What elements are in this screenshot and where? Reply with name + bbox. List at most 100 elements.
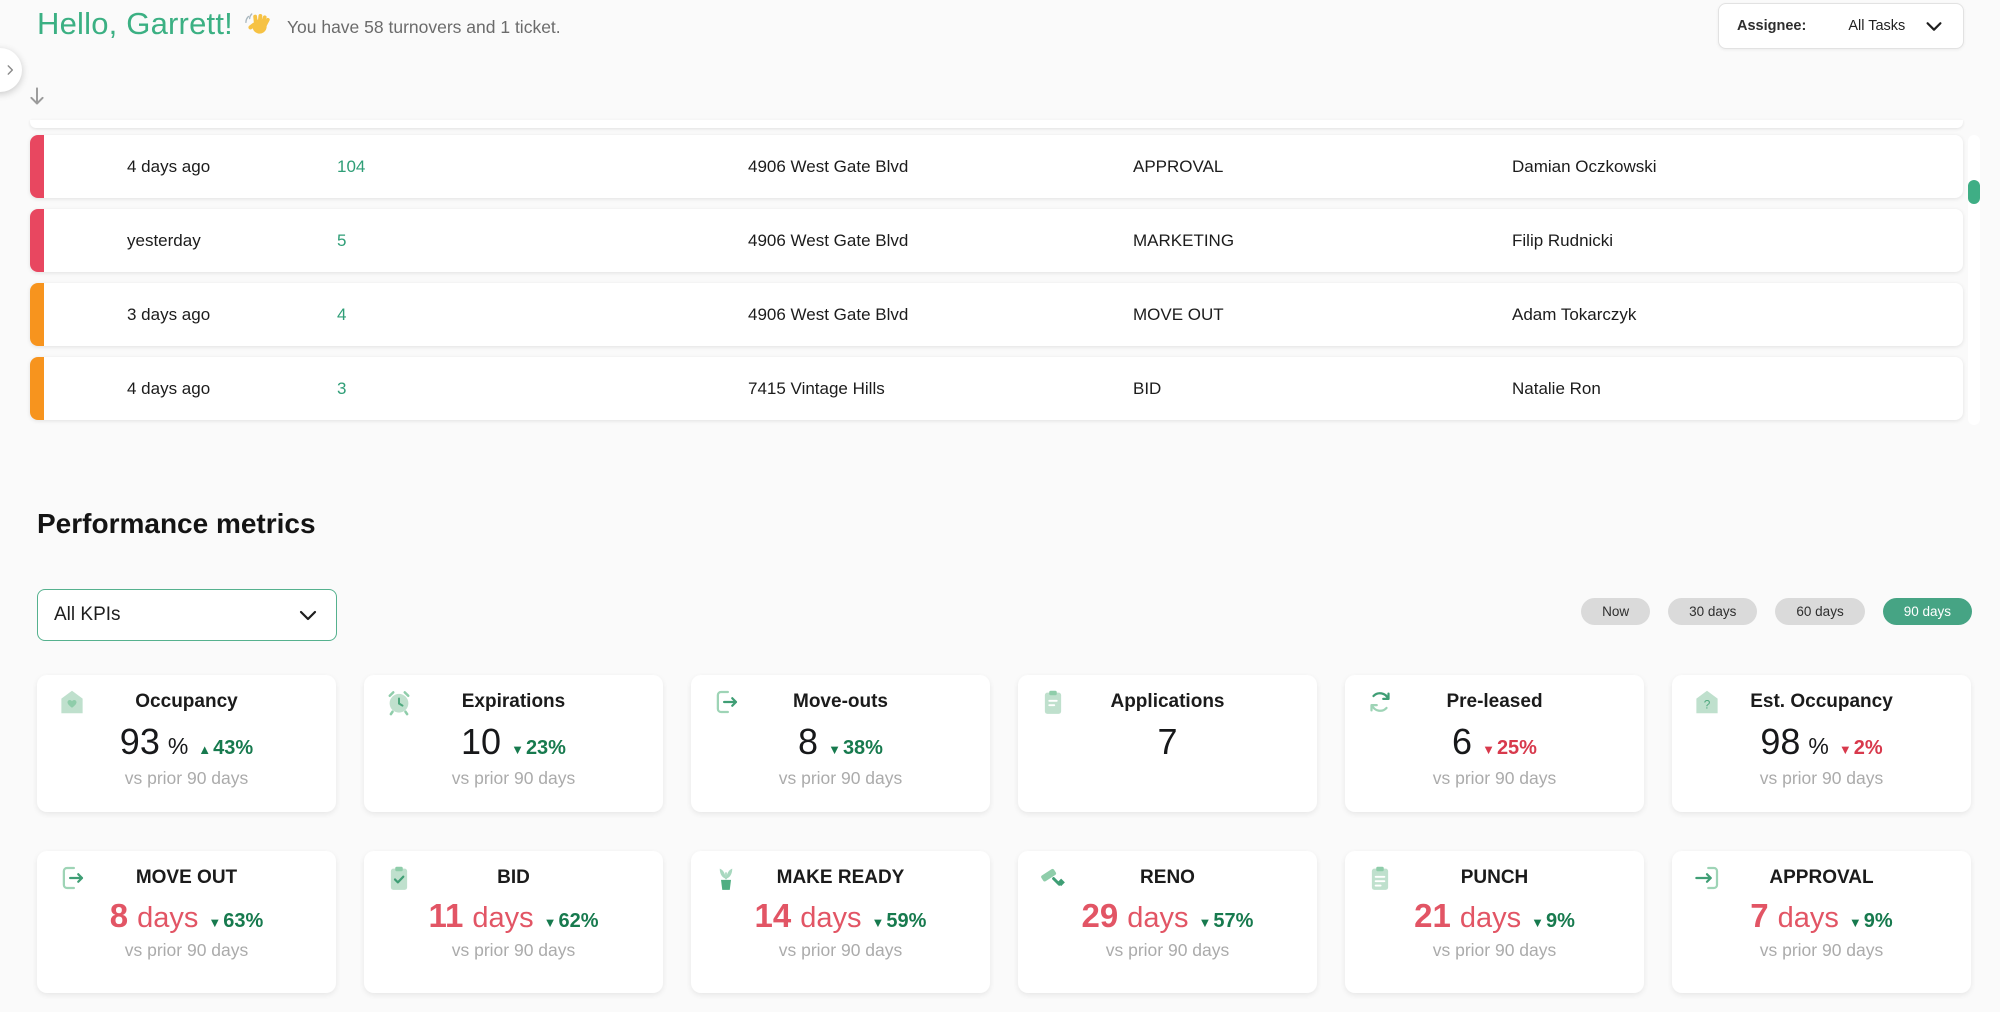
stage-card-grid: MOVE OUT 8 days ▼ 63% vs prior 90 days BI… (37, 851, 1971, 993)
delta-value: 62% (558, 910, 599, 932)
kpi-card-occupancy: Occupancy 93 % ▲ 43% vs prior 90 days (37, 675, 336, 812)
delta-triangle-icon: ▼ (1848, 915, 1862, 930)
stage-value: 11 (428, 897, 464, 934)
kpi-card-est-occupancy: ? Est. Occupancy 98 % ▼ 2% vs prior 90 da… (1672, 675, 1971, 812)
task-row[interactable]: 3 days ago 4 4906 West Gate Blvd MOVE OU… (30, 283, 1963, 346)
stage-value-row: 8 days ▼ 63% (110, 897, 264, 935)
task-row[interactable]: 4 days ago 3 7415 Vintage Hills BID Nata… (30, 357, 1963, 420)
pre-leased-renew-arrows-icon (1370, 692, 1390, 712)
kpi-value-row: 6 ▼ 25% (1452, 721, 1537, 763)
scroll-down-arrow-icon[interactable] (24, 84, 50, 115)
waving-hand-icon (245, 13, 270, 34)
assignee-label: Assignee: (1737, 18, 1807, 34)
stage-card-title: MOVE OUT (135, 867, 238, 888)
range-pill-60-days[interactable]: 60 days (1775, 598, 1865, 625)
task-address: 4906 West Gate Blvd (748, 304, 909, 324)
kpi-filter-value: All KPIs (54, 604, 121, 625)
kpi-value-row: 93 % ▲ 43% (120, 721, 253, 763)
kpi-filter-select[interactable]: All KPIs (37, 589, 337, 641)
kpi-compare-label: vs prior 90 days (124, 768, 249, 788)
task-age: 3 days ago (127, 304, 211, 324)
greeting-row: Hello, Garrett! You have 58 turnovers an… (37, 6, 561, 42)
stage-card-title: APPROVAL (1769, 867, 1874, 888)
kpi-card-title: Applications (1110, 691, 1225, 712)
task-age: 4 days ago (127, 378, 211, 398)
kpi-value: 7 (1157, 721, 1178, 762)
stage-unit: days (1459, 902, 1522, 934)
range-pill-90-days[interactable]: 90 days (1882, 598, 1972, 625)
punch-clipboard-list-icon (1371, 866, 1389, 890)
kpi-value: 93 (119, 721, 160, 762)
stage-value: 8 (109, 897, 129, 934)
range-pill-30-days[interactable]: 30 days (1668, 598, 1758, 625)
task-unit-number[interactable]: 3 (337, 378, 347, 398)
stage-value-row: 21 days ▼ 9% (1414, 897, 1575, 935)
kpi-value: 8 (798, 721, 819, 762)
drawer-toggle-button[interactable] (0, 48, 22, 92)
stage-card-bid: BID 11 days ▼ 62% vs prior 90 days (364, 851, 663, 993)
task-age: 4 days ago (127, 156, 211, 176)
scrollbar-thumb[interactable] (1968, 180, 1980, 204)
kpi-compare-label: vs prior 90 days (778, 768, 903, 788)
task-age: yesterday (127, 230, 201, 250)
delta-value: 43% (213, 737, 254, 759)
task-stage: MARKETING (1133, 230, 1235, 250)
stage-compare-label: vs prior 90 days (1432, 940, 1557, 960)
chevron-right-icon (7, 65, 14, 75)
stage-card-title: MAKE READY (776, 867, 905, 888)
stage-delta: ▼ 9% (1849, 910, 1893, 933)
task-unit-number[interactable]: 4 (337, 304, 347, 324)
task-row[interactable]: yesterday 5 4906 West Gate Blvd MARKETIN… (30, 209, 1963, 272)
kpi-card-applications: Applications 7 (1018, 675, 1317, 812)
stage-delta: ▼ 59% (872, 910, 927, 933)
delta-value: 59% (886, 910, 927, 932)
task-list: 4 days ago 104 4906 West Gate Blvd APPRO… (30, 135, 1963, 431)
stage-card-punch: PUNCH 21 days ▼ 9% vs prior 90 days (1345, 851, 1644, 993)
kpi-card-grid: Occupancy 93 % ▲ 43% vs prior 90 days Exp… (37, 675, 1971, 812)
stage-unit: days (137, 902, 199, 934)
stage-compare-label: vs prior 90 days (451, 940, 576, 960)
task-address: 4906 West Gate Blvd (748, 156, 909, 176)
delta-triangle-icon: ▼ (511, 742, 524, 757)
task-unit-number[interactable]: 5 (337, 230, 347, 250)
kpi-card-title: Pre-leased (1446, 691, 1543, 712)
delta-value: 9% (1545, 910, 1575, 932)
task-row[interactable]: 4 days ago 104 4906 West Gate Blvd APPRO… (30, 135, 1963, 198)
kpi-value-row: 7 (1157, 721, 1177, 763)
delta-triangle-icon: ▼ (1838, 742, 1852, 757)
bid-clipboard-check-icon (390, 866, 408, 890)
stage-unit: days (1127, 902, 1189, 934)
kpi-delta: ▼ 23% (511, 737, 566, 760)
delta-triangle-icon: ▼ (1198, 915, 1212, 930)
delta-triangle-icon: ▼ (208, 915, 222, 930)
delta-value: 25% (1496, 737, 1537, 759)
kpi-card-title: Expirations (461, 691, 566, 712)
scrollbar-track[interactable] (1968, 135, 1980, 425)
task-assignee: Filip Rudnicki (1512, 230, 1614, 250)
stage-value: 29 (1081, 897, 1119, 934)
kpi-value-row: 8 ▼ 38% (798, 721, 883, 763)
delta-triangle-icon: ▲ (198, 742, 212, 757)
stage-compare-label: vs prior 90 days (778, 940, 903, 960)
stage-card-title: PUNCH (1460, 867, 1529, 888)
stage-compare-label: vs prior 90 days (1105, 940, 1230, 960)
task-unit-number[interactable]: 104 (337, 156, 366, 176)
assignee-dropdown[interactable]: Assignee: All Tasks (1718, 3, 1964, 49)
stage-value: 21 (1414, 897, 1451, 934)
delta-triangle-icon: ▼ (1531, 915, 1544, 930)
stage-value: 14 (754, 897, 792, 934)
kpi-compare-label: vs prior 90 days (1759, 768, 1884, 788)
kpi-delta: ▼ 38% (828, 737, 883, 760)
delta-triangle-icon: ▼ (543, 915, 557, 930)
chevron-down-icon (299, 610, 317, 621)
stage-delta: ▼ 9% (1531, 910, 1575, 933)
task-stage: MOVE OUT (1133, 304, 1224, 324)
kpi-unit: % (1808, 733, 1829, 759)
priority-accent-bar (30, 209, 44, 272)
kpi-value-row: 98 % ▼ 2% (1760, 721, 1882, 763)
priority-accent-bar (30, 135, 44, 198)
reno-paint-brush-icon (1041, 868, 1065, 887)
stage-delta: ▼ 57% (1199, 910, 1254, 933)
range-pill-now[interactable]: Now (1581, 598, 1651, 625)
